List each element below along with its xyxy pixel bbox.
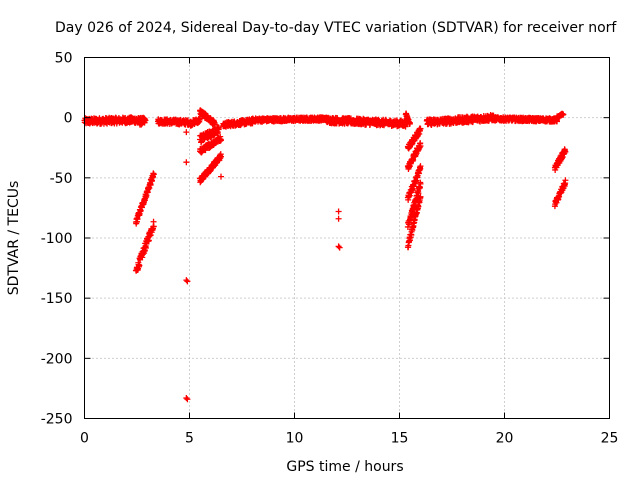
data-point: [142, 117, 149, 124]
data-point: [183, 129, 190, 136]
data-point: [562, 177, 569, 184]
data-point: [417, 193, 424, 200]
data-point: [136, 262, 143, 269]
data-point: [218, 173, 224, 180]
data-point: [335, 208, 342, 215]
data-point: [417, 142, 424, 149]
y-tick-label: -250: [41, 412, 73, 428]
y-tick-label: -50: [50, 171, 73, 187]
data-point: [417, 163, 424, 170]
data-point: [417, 180, 424, 187]
data-point: [417, 125, 424, 132]
data-point: [150, 223, 157, 230]
grid-lines: [84, 57, 610, 419]
data-point: [184, 278, 191, 285]
data-point: [147, 181, 154, 188]
x-tick-label: 5: [185, 431, 194, 447]
y-tick-label: 50: [55, 51, 73, 67]
data-point: [183, 395, 190, 402]
y-tick-label: -200: [41, 351, 73, 367]
y-tick-label: 0: [64, 111, 73, 127]
y-tick-label: -150: [41, 291, 73, 307]
x-tick-label: 20: [496, 431, 514, 447]
axis-ticks: 0 5 10 15 20 25 50 0 -50 -100 -150 -200 -250: [41, 51, 619, 447]
data-point: [402, 123, 409, 130]
x-tick-label: 10: [286, 431, 304, 447]
data-point: [562, 148, 569, 155]
y-tick-label: -100: [41, 231, 73, 247]
x-tick-label: 15: [391, 431, 409, 447]
data-point: [407, 237, 413, 244]
data-point: [183, 159, 190, 166]
data-point: [183, 277, 190, 284]
x-tick-label: 25: [601, 431, 619, 447]
plot-frame: [84, 57, 610, 419]
data-point: [218, 137, 224, 144]
data-points: [81, 107, 569, 403]
x-axis-label: GPS time / hours: [286, 459, 403, 475]
y-axis-label: SDTVAR / TECUs: [6, 181, 22, 296]
data-point: [560, 111, 567, 118]
data-point: [215, 124, 222, 131]
chart-title: Day 026 of 2024, Sidereal Day-to-day VTE…: [55, 20, 617, 36]
data-point: [150, 171, 157, 178]
data-point: [335, 243, 342, 250]
data-point: [335, 215, 342, 222]
data-point: [336, 244, 343, 251]
data-point: [407, 119, 413, 126]
data-point: [218, 153, 224, 160]
x-tick-label: 0: [80, 431, 89, 447]
data-point: [184, 396, 191, 403]
